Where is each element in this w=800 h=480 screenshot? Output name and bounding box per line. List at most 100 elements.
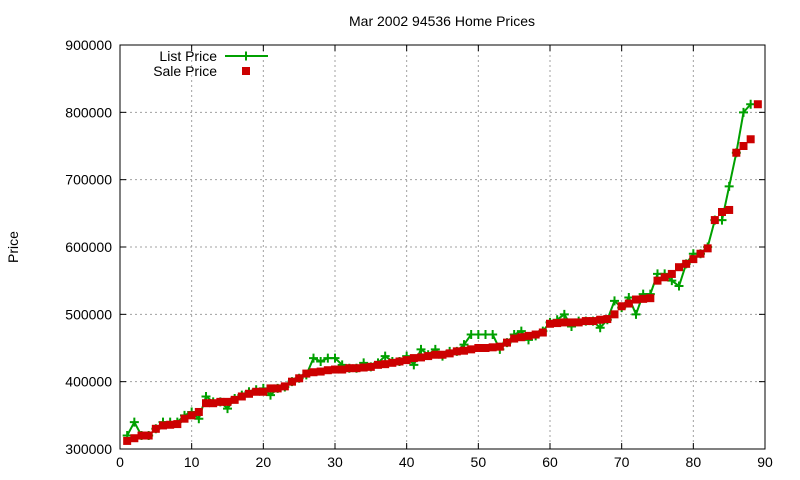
data-point-sale-price xyxy=(718,207,726,216)
data-point-sale-price xyxy=(431,350,440,359)
data-point-sale-price xyxy=(653,276,662,285)
data-point-sale-price xyxy=(488,343,497,352)
data-point-sale-price xyxy=(460,346,468,355)
data-point-sale-price xyxy=(137,431,146,440)
x-tick-label: 50 xyxy=(471,454,487,470)
data-point-sale-price xyxy=(424,352,433,361)
data-point-sale-price xyxy=(739,142,748,150)
y-tick-label: 300000 xyxy=(65,441,112,457)
data-point-sale-price xyxy=(589,317,597,326)
data-point-sale-price xyxy=(359,363,368,372)
data-point-sale-price xyxy=(632,295,640,304)
plot-frame xyxy=(119,44,766,450)
grid xyxy=(120,45,765,449)
data-point-sale-price xyxy=(517,333,526,342)
data-point-sale-price xyxy=(381,360,390,369)
data-point-sale-price xyxy=(725,205,734,214)
data-point-sale-price xyxy=(151,424,160,433)
legend-label-sale-price: Sale Price xyxy=(153,63,217,79)
data-point-sale-price xyxy=(667,269,676,278)
data-point-sale-price xyxy=(280,382,289,391)
data-point-sale-price xyxy=(409,354,418,363)
data-point-sale-price xyxy=(302,369,311,378)
data-point-list-price xyxy=(724,181,734,191)
y-tick-label: 500000 xyxy=(65,306,112,322)
x-tick-label: 20 xyxy=(256,454,272,470)
data-point-sale-price xyxy=(187,411,196,420)
data-point-list-price xyxy=(316,356,326,366)
data-point-sale-price xyxy=(245,389,253,398)
data-point-sale-price xyxy=(524,331,533,340)
legend: List Price Sale Price xyxy=(153,48,268,79)
data-point-sale-price xyxy=(660,273,669,282)
x-tick-label: 90 xyxy=(757,454,773,470)
data-point-sale-price xyxy=(610,310,619,319)
data-point-sale-price xyxy=(689,255,698,264)
data-point-sale-price xyxy=(474,344,483,352)
data-point-sale-price xyxy=(646,294,655,303)
data-point-list-price xyxy=(309,353,318,363)
data-point-sale-price xyxy=(467,345,476,354)
data-point-sale-price xyxy=(388,358,397,367)
data-point-list-price xyxy=(330,353,340,363)
data-point-sale-price xyxy=(259,387,268,396)
x-tick-label: 60 xyxy=(542,454,558,470)
x-tick-label: 70 xyxy=(614,454,630,470)
data-point-sale-price xyxy=(531,330,540,339)
data-point-sale-price xyxy=(331,365,339,374)
data-point-sale-price xyxy=(159,421,167,430)
data-point-sale-price xyxy=(574,318,583,327)
y-axis-label: Price xyxy=(5,231,21,263)
data-point-sale-price xyxy=(452,347,461,356)
data-point-sale-price xyxy=(438,350,447,359)
x-tick-label: 40 xyxy=(399,454,415,470)
data-point-sale-price xyxy=(445,349,454,358)
x-tick-label: 0 xyxy=(116,454,124,470)
data-point-sale-price xyxy=(252,387,261,396)
y-tick-label: 800000 xyxy=(65,104,112,120)
data-point-sale-price xyxy=(617,302,626,311)
data-point-sale-price xyxy=(402,356,411,365)
data-point-list-price xyxy=(739,107,748,117)
data-point-list-price xyxy=(674,281,684,291)
data-point-sale-price xyxy=(510,334,519,343)
data-point-sale-price xyxy=(130,434,139,443)
data-point-sale-price xyxy=(316,367,325,376)
y-tick-label: 900000 xyxy=(65,37,112,53)
data-point-list-price xyxy=(610,296,619,306)
chart-title: Mar 2002 94536 Home Prices xyxy=(349,13,535,29)
data-point-sale-price xyxy=(352,364,361,373)
data-point-sale-price xyxy=(202,399,210,408)
data-point-sale-price xyxy=(553,319,562,328)
data-point-sale-price xyxy=(395,357,404,366)
data-point-sale-price xyxy=(710,216,719,225)
data-point-sale-price xyxy=(338,365,347,374)
series xyxy=(122,99,762,445)
legend-label-list-price: List Price xyxy=(159,48,217,64)
data-point-sale-price xyxy=(596,315,605,324)
legend-marker-list-price xyxy=(241,51,251,61)
data-point-sale-price xyxy=(180,414,189,423)
axis-ticks: 0 10 20 30 40 50 60 70 80 90 300000 400000 500000 600… xyxy=(65,37,773,470)
data-point-sale-price xyxy=(223,397,232,406)
data-point-sale-price xyxy=(603,315,612,324)
data-point-sale-price xyxy=(144,431,153,440)
data-point-sale-price xyxy=(732,148,741,157)
data-point-list-price xyxy=(559,309,569,319)
data-point-list-price xyxy=(380,351,390,361)
data-point-sale-price xyxy=(295,374,304,383)
x-tick-label: 80 xyxy=(686,454,702,470)
x-tick-label: 30 xyxy=(327,454,343,470)
data-point-sale-price xyxy=(675,263,683,272)
data-point-sale-price xyxy=(696,249,705,258)
legend-marker-sale-price xyxy=(242,67,250,75)
data-point-sale-price xyxy=(503,338,511,347)
data-point-sale-price xyxy=(560,318,569,327)
data-point-sale-price xyxy=(481,344,490,352)
data-point-sale-price xyxy=(288,377,296,386)
data-point-sale-price xyxy=(567,318,576,327)
data-point-sale-price xyxy=(538,328,547,337)
data-point-list-price xyxy=(129,417,139,427)
y-tick-label: 400000 xyxy=(65,374,112,390)
